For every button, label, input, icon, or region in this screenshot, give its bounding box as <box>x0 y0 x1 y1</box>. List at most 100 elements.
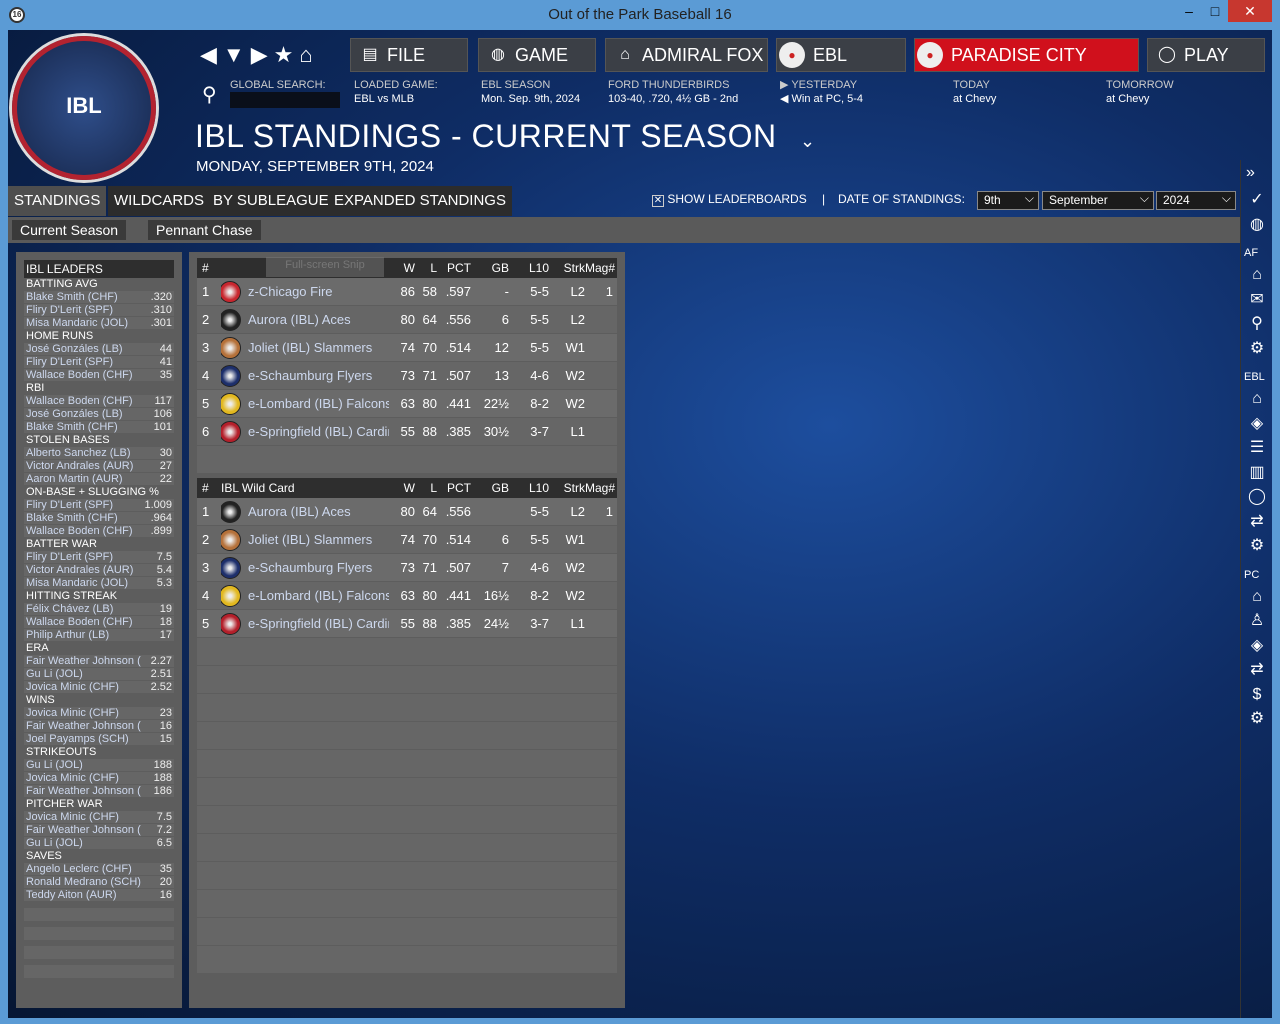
maximize-button[interactable]: □ <box>1210 3 1220 19</box>
leader-row[interactable]: Alberto Sanchez (LB) 30 <box>24 447 174 460</box>
column-header[interactable]: # <box>202 481 209 495</box>
team-name-cell[interactable]: e-Springfield (IBL) Cardinals <box>221 610 389 637</box>
team-name[interactable]: Aurora (IBL) Aces <box>248 503 351 519</box>
leader-row[interactable]: Victor Andrales (AUR) 5.4 <box>24 564 174 577</box>
team-name-cell[interactable]: e-Lombard (IBL) Falcons <box>221 390 389 417</box>
column-header[interactable]: PCT <box>447 481 471 495</box>
column-header[interactable]: GB <box>491 481 509 495</box>
table-row[interactable]: 3 Joliet (IBL) Slammers 74 70 .514 12 5-5 W1 <box>197 334 617 362</box>
year-select[interactable]: 2024 <box>1156 190 1236 210</box>
dollar-icon[interactable]: $ <box>1252 685 1262 703</box>
day-select[interactable]: 9th <box>977 190 1039 210</box>
table-row[interactable]: 5 e-Lombard (IBL) Falcons 63 80 .441 22½ 8-2 W2 <box>197 390 617 418</box>
table-row[interactable]: 6 e-Springfield (IBL) Cardinals 55 88 .385 30… <box>197 418 617 446</box>
team-name[interactable]: e-Schaumburg Flyers <box>248 367 373 383</box>
search-icon[interactable]: ⚲ <box>1251 315 1263 332</box>
month-select[interactable]: September <box>1042 190 1154 210</box>
leader-row[interactable]: Wallace Boden (CHF) 117 <box>24 395 174 408</box>
list-icon[interactable]: ☰ <box>1249 439 1265 456</box>
table-row[interactable]: 4 e-Lombard (IBL) Falcons 63 80 .441 16½ 8-2 W2 <box>197 582 617 610</box>
column-header[interactable]: L10 <box>528 481 549 495</box>
home-icon[interactable]: ⌂ <box>299 42 319 67</box>
mail-icon[interactable]: ✉ <box>1250 290 1264 308</box>
column-header[interactable]: GB <box>491 261 509 275</box>
baseball-icon[interactable]: ◯ <box>1248 488 1266 505</box>
leader-row[interactable]: Félix Chávez (LB) 19 <box>24 603 174 616</box>
close-button[interactable]: ✕ <box>1228 0 1272 22</box>
leader-row[interactable]: Wallace Boden (CHF) .899 <box>24 525 174 538</box>
column-header[interactable]: # <box>202 261 209 275</box>
transfer-icon[interactable]: ⇄ <box>1250 661 1264 678</box>
leader-row[interactable]: Fair Weather Johnson (7.2 <box>24 824 174 837</box>
column-header[interactable]: W <box>403 481 415 495</box>
column-header[interactable]: Strk <box>563 261 585 275</box>
back-icon[interactable]: ◀ <box>200 42 223 67</box>
yesterday-label[interactable]: YESTERDAY <box>791 79 858 91</box>
leader-row[interactable]: Jovica Minic (CHF) 188 <box>24 772 174 785</box>
bar-chart-icon[interactable]: ▥ <box>1249 463 1265 481</box>
leader-row[interactable]: Joel Payamps (SCH) 15 <box>24 733 174 746</box>
team-name-cell[interactable]: Joliet (IBL) Slammers <box>221 334 389 361</box>
globe-icon[interactable]: ◍ <box>1250 215 1264 233</box>
column-header[interactable]: W <box>403 261 415 275</box>
chevron-down-icon[interactable]: ⌄ <box>800 131 816 151</box>
team-name-cell[interactable]: Joliet (IBL) Slammers <box>221 526 389 553</box>
transfer-icon[interactable]: ⇄ <box>1250 512 1264 530</box>
gear-icon[interactable]: ⚙ <box>1249 339 1265 357</box>
leader-row[interactable]: Angelo Leclerc (CHF) 35 <box>24 863 174 876</box>
tab-standings[interactable]: STANDINGS <box>8 186 107 216</box>
leader-row[interactable]: Jovica Minic (CHF) 7.5 <box>24 811 174 824</box>
column-header[interactable]: Mag# <box>585 481 616 495</box>
tab-by-subleague[interactable]: BY SUBLEAGUE <box>207 186 335 216</box>
search-icon[interactable]: ⚲ <box>202 84 217 106</box>
leader-row[interactable]: Gu Li (JOL) 188 <box>24 759 174 772</box>
team-name-cell[interactable]: e-Springfield (IBL) Cardinals <box>221 418 389 445</box>
leader-row[interactable]: José Gonzáles (LB) 106 <box>24 408 174 421</box>
nav-button-ebl[interactable]: ● EBL <box>776 38 906 72</box>
leader-row[interactable]: José Gonzáles (LB) 44 <box>24 343 174 356</box>
leader-row[interactable]: Aaron Martin (AUR) 22 <box>24 473 174 486</box>
team-name[interactable]: e-Springfield (IBL) Cardinals <box>248 615 389 631</box>
leader-row[interactable]: Gu Li (JOL) 2.51 <box>24 668 174 681</box>
subtab-pennant-chase[interactable]: Pennant Chase <box>148 220 261 240</box>
leader-row[interactable]: Blake Smith (CHF) 101 <box>24 421 174 434</box>
leader-row[interactable]: Wallace Boden (CHF) 18 <box>24 616 174 629</box>
nav-button-play[interactable]: ◯ PLAY <box>1147 38 1265 72</box>
team-name-cell[interactable]: e-Schaumburg Flyers <box>221 362 389 389</box>
team-name-cell[interactable]: e-Schaumburg Flyers <box>221 554 389 581</box>
forward-icon[interactable]: ▶ <box>250 42 274 67</box>
leader-row[interactable]: Victor Andrales (AUR) 27 <box>24 460 174 473</box>
coach-icon[interactable]: ♙ <box>1249 612 1265 629</box>
leader-row[interactable]: Misa Mandaric (JOL) 5.3 <box>24 577 174 590</box>
leader-row[interactable]: Jovica Minic (CHF) 23 <box>24 707 174 720</box>
team-name[interactable]: e-Lombard (IBL) Falcons <box>248 587 389 603</box>
star-icon[interactable]: ★ <box>273 42 300 67</box>
table-row[interactable]: 5 e-Springfield (IBL) Cardinals 55 88 .385 24… <box>197 610 617 638</box>
team-name[interactable]: e-Schaumburg Flyers <box>248 559 373 575</box>
tab-expanded-standings[interactable]: EXPANDED STANDINGS <box>328 186 512 216</box>
leader-row[interactable]: Blake Smith (CHF) .964 <box>24 512 174 525</box>
nav-button-game[interactable]: ◍ GAME <box>478 38 596 72</box>
column-header[interactable]: Strk <box>563 481 585 495</box>
expand-sidebar-icon[interactable]: » <box>1246 164 1255 181</box>
table-row[interactable]: 2 Aurora (IBL) Aces 80 64 .556 6 5-5 L2 <box>197 306 617 334</box>
column-header[interactable]: Mag# <box>585 261 616 275</box>
tab-wildcards[interactable]: WILDCARDS <box>108 186 211 216</box>
check-icon[interactable]: ✓ <box>1250 191 1264 208</box>
nav-button-file[interactable]: ▤ FILE <box>350 38 468 72</box>
column-header[interactable]: PCT <box>447 261 471 275</box>
table-row[interactable]: 1 Aurora (IBL) Aces 80 64 .556 5-5 L2 1 <box>197 498 617 526</box>
team-name[interactable]: Joliet (IBL) Slammers <box>248 531 373 547</box>
team-name[interactable]: Joliet (IBL) Slammers <box>248 339 373 355</box>
gear-icon[interactable]: ⚙ <box>1249 537 1265 554</box>
column-header[interactable]: L10 <box>528 261 549 275</box>
league-logo[interactable]: IBL <box>12 36 156 180</box>
home-icon[interactable]: ⌂ <box>1252 390 1262 407</box>
leader-row[interactable]: Fliry D'Lerit (SPF) 7.5 <box>24 551 174 564</box>
global-search-input[interactable] <box>230 92 340 108</box>
diamond-icon[interactable]: ◈ <box>1250 414 1264 432</box>
team-name-cell[interactable]: Aurora (IBL) Aces <box>221 498 389 525</box>
column-header[interactable]: L <box>430 481 437 495</box>
leader-row[interactable]: Wallace Boden (CHF) 35 <box>24 369 174 382</box>
gear-icon[interactable]: ⚙ <box>1249 710 1265 727</box>
